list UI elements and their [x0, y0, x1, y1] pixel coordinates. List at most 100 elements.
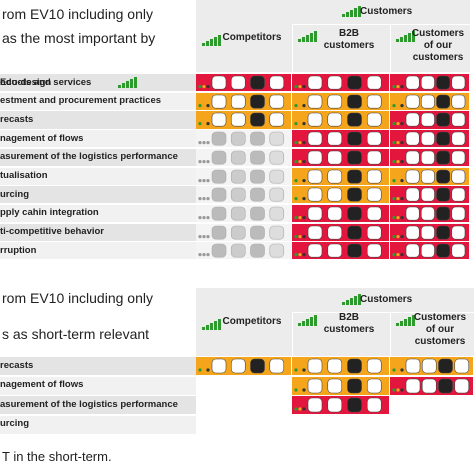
icon	[366, 243, 382, 258]
icon	[269, 358, 285, 374]
icon	[202, 178, 206, 182]
icon	[250, 150, 265, 165]
icon	[366, 225, 382, 240]
icon	[206, 122, 210, 126]
matrix-cell	[292, 92, 389, 110]
matrix-cell	[292, 376, 389, 395]
icon	[302, 387, 306, 392]
icon	[250, 75, 265, 90]
icon	[302, 215, 306, 220]
icon	[250, 131, 265, 146]
icon	[206, 368, 210, 372]
icon	[421, 378, 437, 393]
column-divider	[390, 313, 391, 356]
icon	[198, 253, 202, 257]
cell-icons	[392, 75, 466, 90]
icon	[347, 206, 362, 221]
icon	[269, 206, 285, 221]
icon	[269, 187, 285, 202]
row-bg	[0, 204, 196, 223]
icon	[392, 122, 396, 126]
icon	[206, 197, 210, 201]
icon	[206, 178, 210, 182]
icon	[202, 215, 206, 220]
column-header-line: of our	[423, 40, 453, 51]
matrix-cell	[196, 186, 291, 204]
icon	[307, 358, 323, 374]
icon	[198, 122, 202, 126]
matrix-cell	[390, 74, 469, 92]
icon	[347, 378, 362, 393]
icon	[347, 169, 362, 183]
icon	[307, 75, 323, 90]
icon	[327, 150, 343, 165]
icon	[405, 131, 420, 146]
cell-icons	[198, 150, 285, 165]
icon	[347, 113, 362, 127]
icon	[269, 225, 285, 240]
icon	[250, 243, 265, 258]
icon	[198, 178, 202, 182]
icon	[298, 407, 302, 411]
matrix-cell	[390, 111, 469, 129]
icon	[294, 103, 298, 107]
icon	[307, 131, 323, 146]
icon	[250, 225, 265, 240]
icon	[302, 407, 306, 411]
icon	[436, 243, 451, 258]
icon	[269, 94, 285, 109]
icon	[298, 368, 302, 372]
icon	[454, 378, 470, 393]
icon	[405, 358, 421, 374]
icon	[420, 206, 435, 221]
cell-icons	[392, 225, 466, 240]
icon	[436, 113, 451, 127]
icon	[366, 169, 382, 183]
icon	[294, 215, 298, 220]
icon	[405, 94, 420, 109]
icon	[230, 358, 246, 374]
column-header-line: customers	[412, 52, 464, 63]
icon	[420, 187, 435, 202]
icon	[307, 187, 323, 202]
cell-icons	[198, 206, 285, 221]
icon	[396, 122, 400, 126]
icon	[302, 85, 306, 89]
matrix-cell	[390, 130, 469, 148]
row-bg	[0, 242, 196, 260]
icon	[294, 407, 298, 411]
cell-icons	[294, 75, 382, 90]
icon	[294, 368, 298, 372]
icon	[396, 103, 400, 107]
icon	[327, 131, 343, 146]
icon	[307, 150, 323, 165]
icon	[298, 215, 302, 220]
icon	[420, 131, 435, 146]
icon	[211, 358, 227, 374]
icon	[211, 150, 227, 165]
icon	[436, 94, 451, 109]
section-title: rom EV10 including only	[2, 6, 153, 22]
icon	[202, 85, 206, 89]
matrix-cell	[292, 204, 389, 223]
icon	[198, 141, 202, 145]
icon	[392, 253, 396, 257]
row-label: asurement of the logistics performance	[0, 151, 178, 163]
icon	[327, 113, 343, 127]
icon	[451, 75, 466, 90]
icon	[307, 94, 323, 109]
icon	[202, 368, 206, 372]
icon	[347, 243, 362, 258]
icon	[202, 253, 206, 257]
icon	[307, 225, 323, 240]
row-bg	[0, 396, 196, 414]
row-bg	[0, 148, 196, 166]
icon	[298, 122, 302, 126]
icon	[307, 378, 323, 393]
cell-icons	[392, 243, 466, 258]
bar-icon	[342, 294, 361, 305]
column-header-line: B2B	[338, 312, 359, 323]
group-header-line	[292, 312, 474, 313]
icon	[294, 197, 298, 201]
cell-icons	[392, 150, 466, 165]
